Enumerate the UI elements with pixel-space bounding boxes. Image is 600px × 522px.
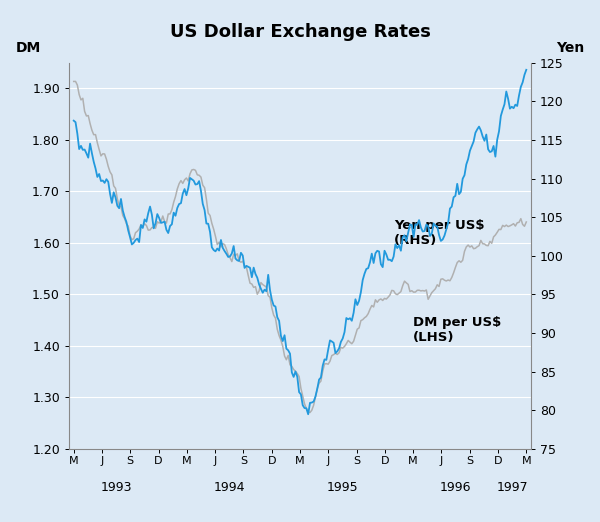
Text: Yen: Yen [556,41,584,55]
Text: Yen per US$
(RHS): Yen per US$ (RHS) [394,219,485,246]
Text: 1996: 1996 [440,481,472,494]
Text: 1995: 1995 [326,481,358,494]
Text: DM: DM [16,41,41,55]
Text: 1997: 1997 [496,481,528,494]
Text: DM per US$
(LHS): DM per US$ (LHS) [413,316,502,345]
Text: US Dollar Exchange Rates: US Dollar Exchange Rates [170,23,430,41]
Text: 1993: 1993 [100,481,132,494]
Text: 1994: 1994 [214,481,245,494]
